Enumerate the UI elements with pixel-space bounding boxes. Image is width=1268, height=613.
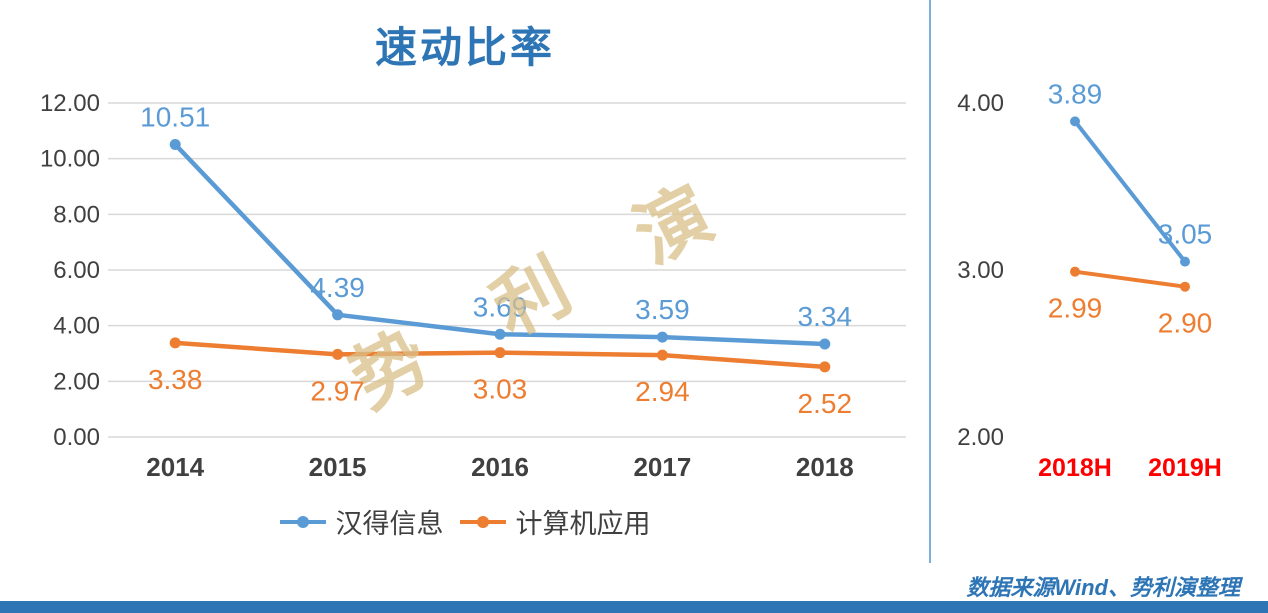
svg-text:4.00: 4.00 [957,90,1004,117]
svg-text:3.00: 3.00 [957,257,1004,284]
svg-text:2014: 2014 [146,452,204,482]
svg-text:2017: 2017 [633,452,691,482]
svg-text:0.00: 0.00 [53,424,100,451]
svg-text:2.00: 2.00 [53,368,100,395]
bottom-accent-bar [0,601,1268,613]
svg-text:12.00: 12.00 [40,90,100,117]
legend-label: 汉得信息 [335,509,444,539]
svg-text:3.03: 3.03 [473,374,528,405]
svg-text:2019H: 2019H [1148,454,1222,482]
svg-text:2.00: 2.00 [957,424,1004,451]
half-year-line-chart: 2.00 3.00 4.00 2018H 2019H 3.89 3.05 2.99 2.90 [957,78,1222,482]
legend-item-computer-apps: 计算机应用 [459,502,651,541]
main-line-chart: 0.00 2.00 4.00 6.00 8.00 10.00 12.00 2014 2015 20… [40,90,906,482]
svg-text:2.97: 2.97 [310,375,365,406]
svg-text:2.52: 2.52 [798,388,853,419]
legend-label: 计算机应用 [515,509,651,539]
svg-text:2.99: 2.99 [1048,293,1103,324]
panel-divider [929,0,931,563]
svg-text:10.00: 10.00 [40,146,100,173]
svg-text:2016: 2016 [471,452,529,482]
svg-text:8.00: 8.00 [53,201,100,228]
legend: 汉得信息 计算机应用 [0,502,930,541]
svg-text:10.51: 10.51 [140,101,210,132]
chart-title: 速动比率 [374,24,555,71]
svg-text:2.94: 2.94 [635,376,690,407]
svg-text:2015: 2015 [309,452,367,482]
svg-text:3.05: 3.05 [1158,219,1213,250]
line-dot-marker-icon [279,515,326,528]
svg-text:6.00: 6.00 [53,257,100,284]
source-note: 数据来源Wind、势利演整理 [966,575,1240,600]
line-dot-marker-icon [459,515,506,528]
svg-text:2018H: 2018H [1038,454,1112,482]
svg-text:2018: 2018 [796,452,854,482]
svg-text:2.90: 2.90 [1158,308,1213,339]
svg-text:3.69: 3.69 [473,291,528,322]
svg-text:3.89: 3.89 [1048,78,1103,109]
legend-item-handeinfo: 汉得信息 [279,502,444,541]
svg-text:4.00: 4.00 [53,313,100,340]
svg-text:3.59: 3.59 [635,294,690,325]
svg-text:3.34: 3.34 [798,301,853,332]
svg-text:3.38: 3.38 [148,364,203,395]
svg-text:4.39: 4.39 [310,272,365,303]
